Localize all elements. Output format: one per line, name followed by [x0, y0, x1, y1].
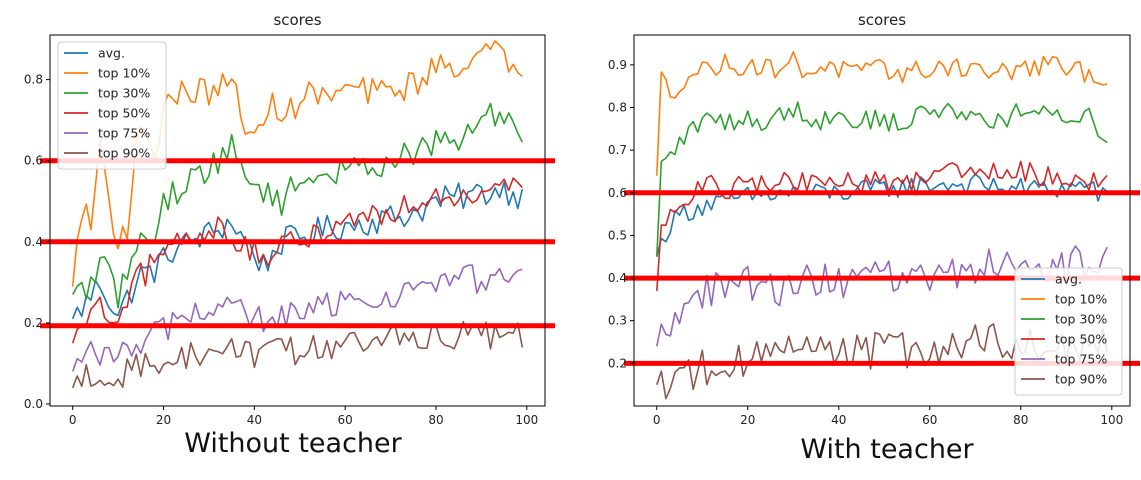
x-tick-label: 80 — [1013, 413, 1028, 427]
legend-label: top 90% — [98, 146, 150, 161]
y-tick-label: 0.2 — [608, 356, 627, 370]
y-tick-label: 0.4 — [24, 235, 43, 249]
legend-label: top 30% — [1055, 312, 1107, 327]
legend-label: top 50% — [98, 106, 150, 121]
y-tick-label: 0.4 — [608, 271, 627, 285]
legend-label: top 90% — [1055, 372, 1107, 387]
chart-panel-2: scores 0 20 40 60 80 100 0.2 0.3 0.4 0.5 0.6 0.7 0.8 0… — [608, 11, 1140, 465]
x-tick-label: 100 — [515, 413, 538, 427]
legend-label: top 10% — [98, 66, 150, 81]
chart-title: scores — [273, 11, 321, 29]
axes-frame — [49, 34, 546, 407]
chart-caption: Without teacher — [184, 428, 402, 459]
legend-label: top 30% — [98, 86, 150, 101]
y-tick-label: 0.8 — [24, 73, 43, 87]
series-line-1 — [656, 173, 1108, 257]
y-tick-label: 0.6 — [24, 154, 43, 168]
legend-label: avg. — [98, 46, 125, 61]
y-tick-label: 0.6 — [608, 186, 627, 200]
y-tick-label: 0.3 — [608, 314, 627, 328]
legend-label: top 50% — [1055, 332, 1107, 347]
axes-frame — [633, 34, 1131, 407]
y-tick-label: 0.0 — [24, 397, 43, 411]
x-tick-label: 20 — [740, 413, 755, 427]
legend: avg. top 10% top 30% top 50% top 75% top 90% — [57, 41, 167, 170]
legend-label: top 10% — [1055, 292, 1107, 307]
x-tick-label: 20 — [156, 413, 171, 427]
x-tick-label: 60 — [922, 413, 937, 427]
chart-caption: With teacher — [800, 434, 974, 465]
legend-label: avg. — [1055, 272, 1082, 287]
chart-panel-1: scores 0 20 40 60 80 100 0.0 0.2 0.4 0.6 0.8 avg. top… — [24, 11, 555, 459]
legend-label: top 75% — [1055, 352, 1107, 367]
series-line-3 — [656, 101, 1108, 257]
x-tick-label: 60 — [338, 413, 353, 427]
series-line-4 — [71, 177, 523, 344]
x-tick-label: 0 — [653, 413, 661, 427]
x-tick-label: 40 — [247, 413, 262, 427]
y-tick-label: 0.2 — [24, 316, 43, 330]
series-line-2 — [656, 50, 1108, 176]
y-tick-label: 0.5 — [608, 228, 627, 242]
y-tick-label: 0.7 — [608, 143, 627, 157]
series-line-1 — [71, 181, 524, 320]
series-line-6 — [71, 320, 524, 389]
x-tick-label: 40 — [831, 413, 846, 427]
x-tick-label: 0 — [69, 413, 77, 427]
x-tick-label: 100 — [1100, 413, 1123, 427]
legend-label: top 75% — [98, 126, 150, 141]
y-tick-label: 0.9 — [608, 58, 627, 72]
series-line-5 — [71, 264, 523, 372]
y-tick-label: 0.8 — [608, 100, 627, 114]
x-tick-label: 80 — [428, 413, 443, 427]
legend: avg. top 10% top 30% top 50% top 75% top 90% — [1014, 267, 1123, 396]
chart-title: scores — [858, 11, 906, 29]
